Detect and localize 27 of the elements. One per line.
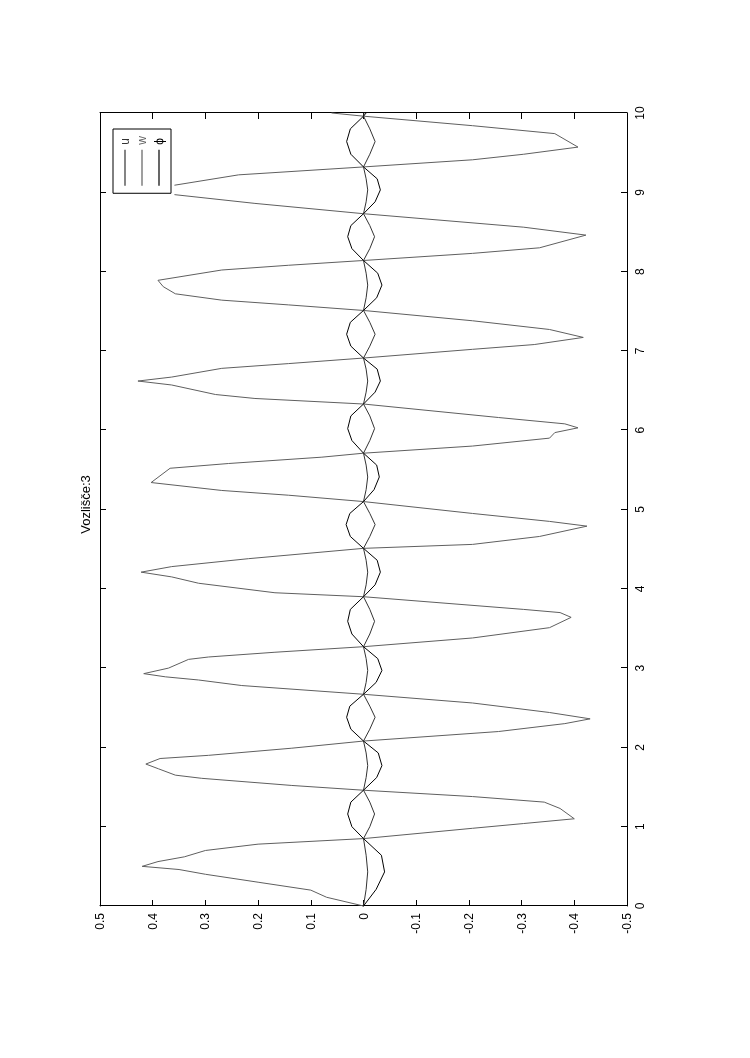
y-tick-label: 4 (633, 585, 647, 593)
line-series (363, 112, 376, 907)
text: ϕ (152, 137, 166, 145)
y-tick-label: 7 (633, 347, 647, 355)
x-tick-label: -0.4 (567, 912, 582, 934)
y-tick-label: 10 (633, 106, 647, 120)
x-tick-label: 0.3 (198, 912, 213, 930)
text: u (118, 137, 132, 145)
x-tick-label: -0.1 (409, 912, 424, 934)
text: Vozlišče:3 (78, 475, 93, 534)
text: w (135, 135, 149, 146)
y-tick-label: 2 (633, 743, 647, 751)
x-tick-label: -0.3 (514, 912, 529, 934)
x-tick-label: 0.5 (93, 912, 107, 930)
y-tick-label: 6 (633, 426, 647, 434)
x-tick-label: 0.1 (303, 912, 318, 930)
y-tick-label: 5 (633, 505, 647, 513)
y-tick-label: 0 (633, 902, 647, 910)
x-tick-label: 0.4 (145, 912, 160, 930)
y-tick-label: 8 (633, 267, 647, 275)
x-tick-label: 0.2 (251, 912, 266, 930)
x-tick-label: -0.2 (461, 912, 476, 934)
y-tick-label: 9 (633, 188, 647, 196)
y-tick-label: 3 (633, 664, 647, 672)
x-tick-label: 0 (356, 912, 371, 920)
x-tick-label: -0.5 (620, 912, 634, 934)
y-tick-label: 1 (633, 823, 647, 831)
